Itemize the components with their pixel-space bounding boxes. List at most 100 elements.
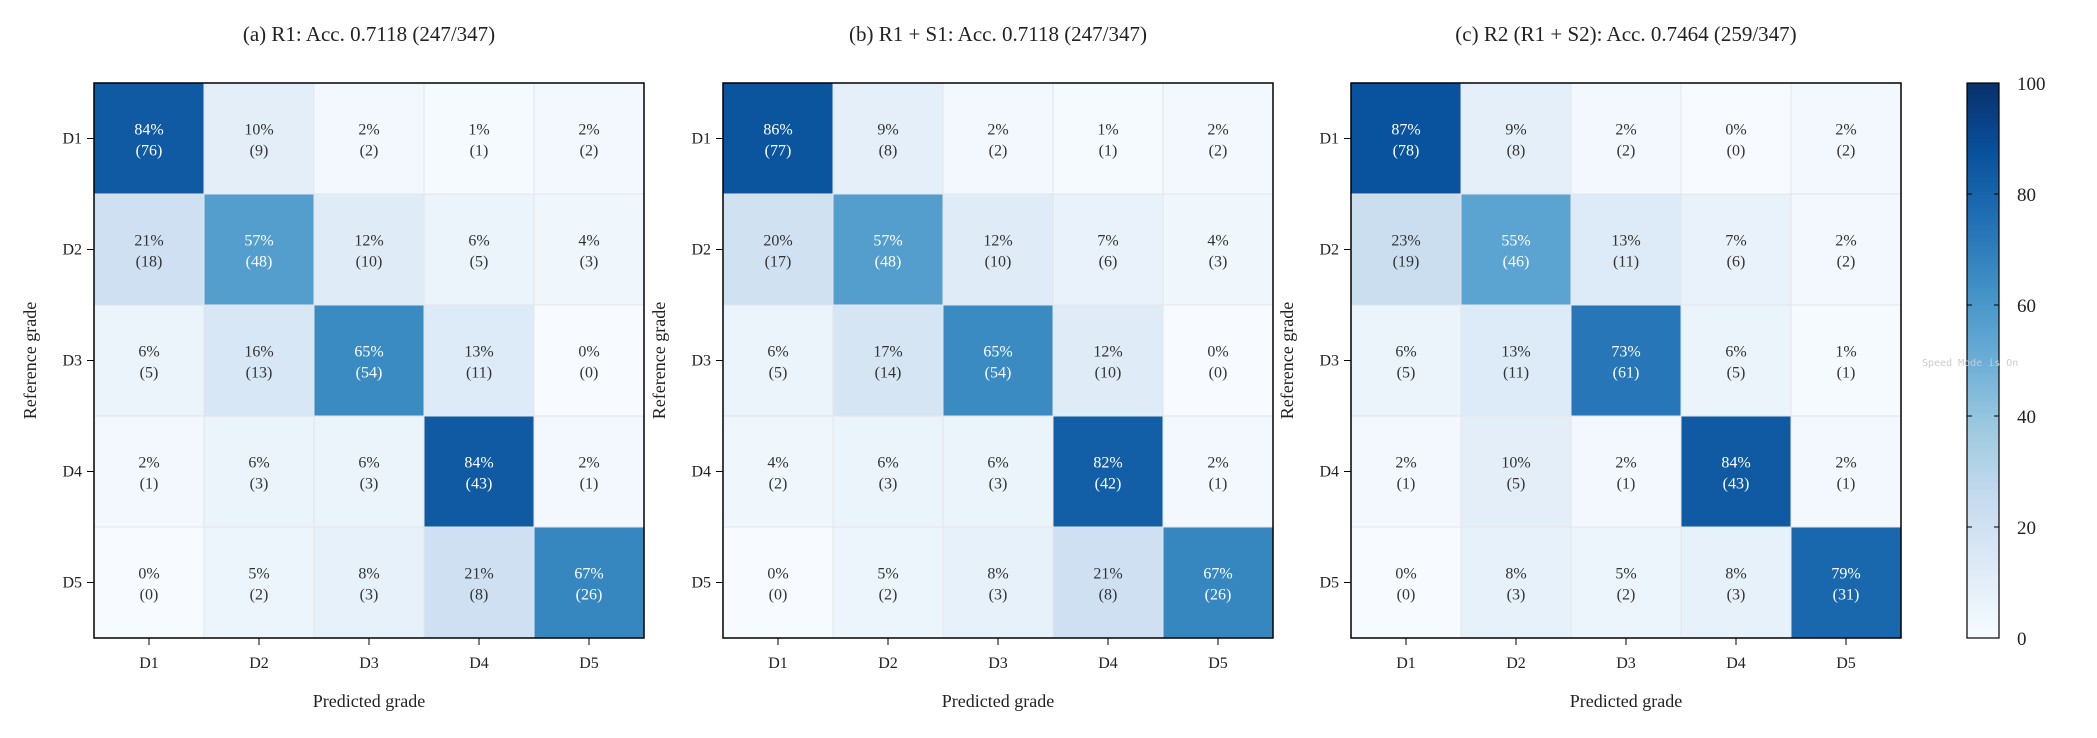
cell-count-label: (76): [136, 143, 163, 160]
cell-percent-label: 5%: [248, 566, 269, 583]
heatmap-cell: [313, 304, 425, 417]
heatmap-cell: [1680, 82, 1792, 195]
cell-percent-label: 0%: [1207, 344, 1228, 361]
cell-percent-label: 21%: [134, 233, 163, 250]
heatmap-cell: [1350, 526, 1462, 639]
cell-count-label: (5): [470, 254, 489, 271]
heatmap-cell: [942, 415, 1054, 528]
y-axis-label: Reference grade: [1277, 302, 1297, 419]
cell-count-label: (1): [140, 476, 159, 493]
x-tick-label: D5: [1836, 655, 1856, 672]
cell-count-label: (10): [1095, 365, 1122, 382]
cell-percent-label: 21%: [1093, 566, 1122, 583]
cell-count-label: (0): [1209, 365, 1228, 382]
x-tick-label: D1: [139, 655, 159, 672]
cell-percent-label: 5%: [877, 566, 898, 583]
heatmap-cell: [942, 82, 1054, 195]
heatmap-cell: [1570, 82, 1682, 195]
cell-count-label: (2): [1209, 143, 1228, 160]
cell-count-label: (3): [989, 476, 1008, 493]
heatmap-cell: [203, 82, 315, 195]
heatmap-cell: [942, 526, 1054, 639]
cell-percent-label: 6%: [358, 455, 379, 472]
x-tick-label: D3: [988, 655, 1008, 672]
heatmap-cell: [533, 415, 645, 528]
y-axis-label: Reference grade: [649, 302, 669, 419]
cell-percent-label: 55%: [1501, 233, 1530, 250]
cell-count-label: (10): [356, 254, 383, 271]
x-tick-label: D4: [469, 655, 489, 672]
cell-percent-label: 4%: [1207, 233, 1228, 250]
x-tick-label: D3: [1616, 655, 1636, 672]
cell-count-label: (2): [1837, 254, 1856, 271]
cell-count-label: (3): [580, 254, 599, 271]
y-tick-label: D2: [691, 242, 711, 259]
cell-count-label: (8): [879, 143, 898, 160]
cell-percent-label: 4%: [578, 233, 599, 250]
x-axis-label: Predicted grade: [1570, 691, 1682, 711]
heatmap-cell: [1680, 304, 1792, 417]
cell-count-label: (14): [875, 365, 902, 382]
colorbar-tick-label: 20: [2017, 518, 2036, 539]
heatmap-cell: [832, 82, 944, 195]
y-tick-label: D3: [62, 353, 82, 370]
cell-count-label: (2): [250, 587, 269, 604]
cell-count-label: (0): [580, 365, 599, 382]
cell-percent-label: 7%: [1725, 233, 1746, 250]
cell-count-label: (61): [1613, 365, 1640, 382]
y-tick-label: D3: [691, 353, 711, 370]
heatmap-cell: [423, 415, 535, 528]
heatmap-cell: [1460, 526, 1572, 639]
cell-count-label: (10): [985, 254, 1012, 271]
heatmap-cell: [1570, 193, 1682, 306]
x-tick-label: D3: [359, 655, 379, 672]
heatmap-cell: [832, 304, 944, 417]
cell-count-label: (6): [1727, 254, 1746, 271]
heatmap-cell: [1162, 526, 1274, 639]
cell-percent-label: 73%: [1611, 344, 1640, 361]
heatmap-cell: [1460, 304, 1572, 417]
heatmap-cell: [423, 526, 535, 639]
cell-count-label: (5): [140, 365, 159, 382]
cell-percent-label: 4%: [767, 455, 788, 472]
cell-percent-label: 0%: [1725, 122, 1746, 139]
heatmap-cell: [1790, 526, 1902, 639]
y-tick-label: D5: [691, 575, 711, 592]
heatmap-cell: [1680, 193, 1792, 306]
cell-count-label: (5): [769, 365, 788, 382]
heatmap-cell: [203, 415, 315, 528]
panel-2: (b) R1 + S1: Acc. 0.7118 (247/347) 86% (77…: [649, 22, 1274, 711]
heatmap-cell: [93, 526, 205, 639]
heatmap-cell: [1570, 415, 1682, 528]
x-tick-label: D2: [1506, 655, 1526, 672]
heatmap-cell: [1350, 304, 1462, 417]
heatmap-cell: [1162, 193, 1274, 306]
heatmap-cell: [203, 526, 315, 639]
cell-percent-label: 65%: [354, 344, 383, 361]
heatmap-cell: [93, 304, 205, 417]
cell-count-label: (46): [1503, 254, 1530, 271]
cell-percent-label: 6%: [767, 344, 788, 361]
cell-percent-label: 6%: [1725, 344, 1746, 361]
cell-count-label: (1): [1397, 476, 1416, 493]
cell-count-label: (48): [875, 254, 902, 271]
heatmap-cell: [313, 193, 425, 306]
heatmap-cell: [423, 193, 535, 306]
cell-count-label: (3): [360, 587, 379, 604]
cell-percent-label: 87%: [1391, 122, 1420, 139]
cell-percent-label: 65%: [983, 344, 1012, 361]
cell-percent-label: 57%: [873, 233, 902, 250]
heatmap-cell: [1790, 304, 1902, 417]
cell-count-label: (42): [1095, 476, 1122, 493]
cell-count-label: (3): [879, 476, 898, 493]
cell-count-label: (54): [985, 365, 1012, 382]
cell-percent-label: 82%: [1093, 455, 1122, 472]
x-tick-label: D2: [249, 655, 269, 672]
heatmap-cell: [1162, 304, 1274, 417]
colorbar-tick-label: 100: [2017, 74, 2046, 95]
cell-percent-label: 6%: [877, 455, 898, 472]
cell-count-label: (54): [356, 365, 383, 382]
cell-percent-label: 2%: [1835, 122, 1856, 139]
cell-count-label: (1): [1837, 476, 1856, 493]
